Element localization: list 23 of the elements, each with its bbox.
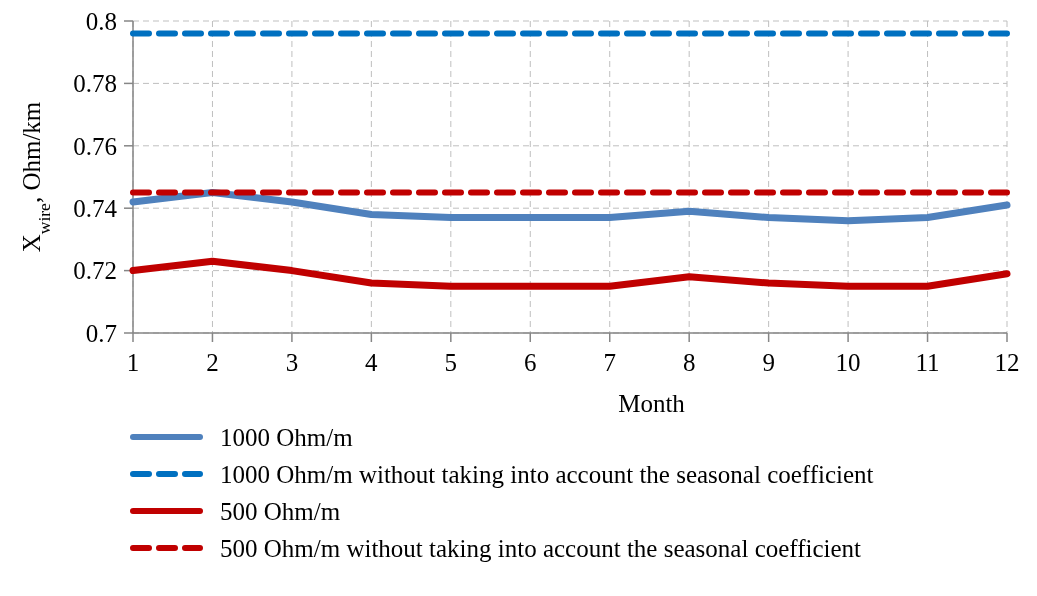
x-tick-label: 2 [206,349,219,376]
legend-label: 1000 Ohm/m [220,423,354,451]
legend-label: 500 Ohm/m without taking into account the seasonal coefficient [220,534,862,562]
x-tick-label: 1 [126,349,140,376]
y-tick-label: 0.74 [73,194,118,222]
y-tick-label: 0.8 [85,7,117,35]
x-tick-label: 11 [915,349,940,376]
x-tick-label: 12 [994,349,1020,376]
legend-label: 500 Ohm/m [220,497,341,525]
y-tick-label: 0.72 [73,257,117,285]
x-axis-title: Month [618,390,686,417]
x-tick-label: 6 [524,349,537,376]
x-tick-label: 3 [285,349,299,376]
y-tick-label: 0.7 [85,319,117,347]
x-tick-label: 4 [365,349,379,376]
x-tick-label: 5 [444,349,458,376]
y-tick-label: 0.76 [73,132,117,160]
x-tick-label: 8 [682,349,696,376]
x-tick-label: 9 [762,349,775,376]
x-tick-label: 10 [835,349,861,376]
y-tick-label: 0.78 [73,70,117,98]
legend-label: 1000 Ohm/m without taking into account the seasonal coefficient [220,460,874,488]
x-tick-label: 7 [603,349,616,376]
